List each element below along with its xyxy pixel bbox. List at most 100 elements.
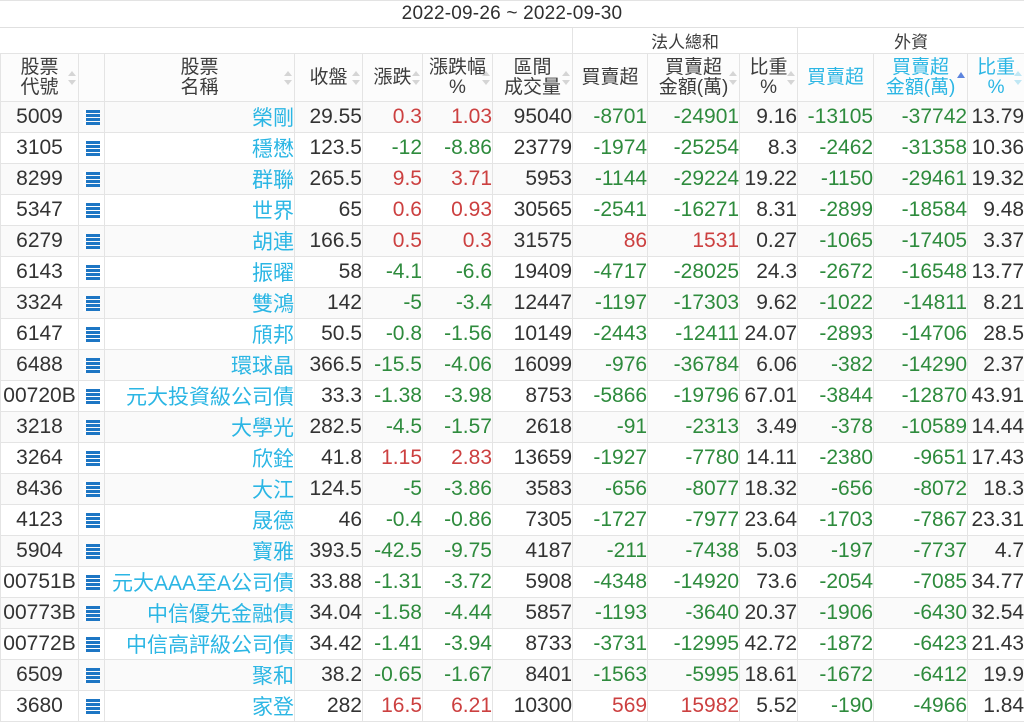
cell-stock-code[interactable]: 3218	[0, 411, 79, 443]
cell-detail-action[interactable]	[78, 566, 105, 598]
column-header-change[interactable]: 漲跌	[362, 53, 423, 102]
sort-toggle-icon[interactable]	[284, 70, 293, 85]
cell-detail-action[interactable]	[78, 628, 105, 660]
cell-detail-action[interactable]	[78, 163, 105, 195]
sort-toggle-icon[interactable]	[729, 70, 738, 85]
table-row[interactable]: 3324 雙鴻 142 -5 -3.4 12447 -1197 -17303 9.62 -1022…	[0, 287, 1024, 319]
cell-stock-code[interactable]: 00751B	[0, 566, 79, 598]
column-header-icon[interactable]	[78, 53, 105, 102]
table-row[interactable]: 8436 大江 124.5 -5 -3.86 3583 -656 -8077 18.32 -656…	[0, 473, 1024, 505]
table-row[interactable]: 6279 胡連 166.5 0.5 0.3 31575 86 1531 0.27 -1065 -17…	[0, 225, 1024, 257]
cell-detail-action[interactable]	[78, 349, 105, 381]
list-icon[interactable]	[83, 295, 100, 311]
column-header-inst_net[interactable]: 買賣超	[572, 53, 649, 102]
cell-stock-code[interactable]: 00773B	[0, 597, 79, 629]
table-row[interactable]: 6488 環球晶 366.5 -15.5 -4.06 16099 -976 -36784 6.0…	[0, 349, 1024, 381]
cell-detail-action[interactable]	[78, 256, 105, 288]
cell-stock-code[interactable]: 4123	[0, 504, 79, 536]
table-row[interactable]: 6509 聚和 38.2 -0.65 -1.67 8401 -1563 -5995 18.61-…	[0, 659, 1024, 691]
sort-toggle-icon[interactable]	[562, 70, 571, 85]
table-row[interactable]: 00751B 元大AAA至A公司債 33.88 -1.31 -3.72 5908 -4348…	[0, 566, 1024, 598]
column-header-fore_pct[interactable]: 比重%	[967, 53, 1024, 102]
cell-detail-action[interactable]	[78, 504, 105, 536]
cell-stock-name[interactable]: 穩懋	[104, 132, 295, 164]
cell-detail-action[interactable]	[78, 101, 105, 133]
cell-detail-action[interactable]	[78, 132, 105, 164]
sort-toggle-icon[interactable]	[1014, 70, 1023, 85]
list-icon[interactable]	[83, 667, 100, 683]
list-icon[interactable]	[83, 171, 100, 187]
list-icon[interactable]	[83, 109, 100, 125]
table-row[interactable]: 8299 群聯 265.5 9.5 3.71 5953 -1144 -29224 19.22 -1…	[0, 163, 1024, 195]
cell-detail-action[interactable]	[78, 597, 105, 629]
cell-stock-name[interactable]: 頎邦	[104, 318, 295, 350]
cell-stock-code[interactable]: 8299	[0, 163, 79, 195]
cell-stock-name[interactable]: 環球晶	[104, 349, 295, 381]
cell-stock-name[interactable]: 大江	[104, 473, 295, 505]
cell-detail-action[interactable]	[78, 194, 105, 226]
list-icon[interactable]	[83, 357, 100, 373]
cell-stock-code[interactable]: 3264	[0, 442, 79, 474]
table-row[interactable]: 6143 振曜 58 -4.1 -6.6 19409 -4717 -28025 24.3 -267…	[0, 256, 1024, 288]
cell-stock-name[interactable]: 聚和	[104, 659, 295, 691]
list-icon[interactable]	[83, 326, 100, 342]
column-header-fore_amt[interactable]: 買賣超 金額(萬)	[873, 53, 969, 102]
sort-toggle-icon[interactable]	[482, 70, 491, 85]
column-header-close[interactable]: 收盤	[294, 53, 363, 102]
cell-stock-code[interactable]: 5009	[0, 101, 79, 133]
table-row[interactable]: 5904 寶雅 393.5 -42.5 -9.75 4187 -211 -7438 5.03 -1…	[0, 535, 1024, 567]
table-row[interactable]: 3680 家登 282 16.5 6.21 10300 569 15982 5.52 -190 -4…	[0, 690, 1024, 722]
cell-stock-name[interactable]: 雙鴻	[104, 287, 295, 319]
cell-stock-code[interactable]: 6279	[0, 225, 79, 257]
list-icon[interactable]	[83, 388, 100, 404]
cell-stock-code[interactable]: 5904	[0, 535, 79, 567]
list-icon[interactable]	[83, 605, 100, 621]
column-header-code[interactable]: 股票 代號	[0, 53, 79, 102]
cell-detail-action[interactable]	[78, 690, 105, 722]
cell-stock-name[interactable]: 家登	[104, 690, 295, 722]
cell-stock-name[interactable]: 晟德	[104, 504, 295, 536]
cell-stock-name[interactable]: 群聯	[104, 163, 295, 195]
cell-stock-name[interactable]: 大學光	[104, 411, 295, 443]
column-header-volume[interactable]: 區間 成交量	[491, 53, 574, 102]
table-row[interactable]: 6147 頎邦 50.5 -0.8 -1.56 10149 -2443 -12411 24.07…	[0, 318, 1024, 350]
table-row[interactable]: 00773B 中信優先金融債 34.04 -1.58 -4.44 5857 -1193 -36…	[0, 597, 1024, 629]
cell-detail-action[interactable]	[78, 380, 105, 412]
cell-detail-action[interactable]	[78, 287, 105, 319]
cell-stock-name[interactable]: 振曜	[104, 256, 295, 288]
list-icon[interactable]	[83, 636, 100, 652]
list-icon[interactable]	[83, 450, 100, 466]
table-row[interactable]: 3105 穩懋 123.5 -12 -8.86 23779 -1974 -25254 8.3 -2…	[0, 132, 1024, 164]
list-icon[interactable]	[83, 481, 100, 497]
table-row[interactable]: 4123 晟德 46 -0.4 -0.86 7305 -1727 -7977 23.64 -170…	[0, 504, 1024, 536]
sort-toggle-icon[interactable]	[352, 70, 361, 85]
column-header-inst_amt[interactable]: 買賣超 金額(萬)	[647, 53, 741, 102]
cell-stock-code[interactable]: 3324	[0, 287, 79, 319]
table-row[interactable]: 00720B 元大投資級公司債 33.3 -1.38 -3.98 8753 -5866 -19…	[0, 380, 1024, 412]
cell-stock-code[interactable]: 5347	[0, 194, 79, 226]
cell-detail-action[interactable]	[78, 411, 105, 443]
table-row[interactable]: 00772B 中信高評級公司債 34.42 -1.41 -3.94 8733 -3731 -1…	[0, 628, 1024, 660]
table-row[interactable]: 3218 大學光 282.5 -4.5 -1.57 2618 -91 -2313 3.49 -37…	[0, 411, 1024, 443]
table-row[interactable]: 5009 榮剛 29.55 0.3 1.03 95040 -8701 -24901 9.16 -1…	[0, 101, 1024, 133]
cell-stock-name[interactable]: 寶雅	[104, 535, 295, 567]
cell-stock-name[interactable]: 世界	[104, 194, 295, 226]
column-header-fore_net[interactable]: 買賣超	[797, 53, 875, 102]
cell-stock-code[interactable]: 3105	[0, 132, 79, 164]
cell-stock-name[interactable]: 中信高評級公司債	[104, 628, 295, 660]
cell-stock-code[interactable]: 8436	[0, 473, 79, 505]
cell-stock-code[interactable]: 00772B	[0, 628, 79, 660]
column-header-changepct[interactable]: 漲跌幅%	[422, 53, 493, 102]
list-icon[interactable]	[83, 264, 100, 280]
list-icon[interactable]	[83, 419, 100, 435]
list-icon[interactable]	[83, 543, 100, 559]
cell-detail-action[interactable]	[78, 659, 105, 691]
cell-detail-action[interactable]	[78, 225, 105, 257]
cell-stock-code[interactable]: 3680	[0, 690, 79, 722]
cell-stock-code[interactable]: 6488	[0, 349, 79, 381]
cell-detail-action[interactable]	[78, 442, 105, 474]
table-row[interactable]: 5347 世界 65 0.6 0.93 30565 -2541 -16271 8.31 -2899…	[0, 194, 1024, 226]
column-header-inst_pct[interactable]: 比重%	[739, 53, 799, 102]
cell-stock-name[interactable]: 中信優先金融債	[104, 597, 295, 629]
sort-toggle-icon[interactable]	[412, 70, 421, 85]
